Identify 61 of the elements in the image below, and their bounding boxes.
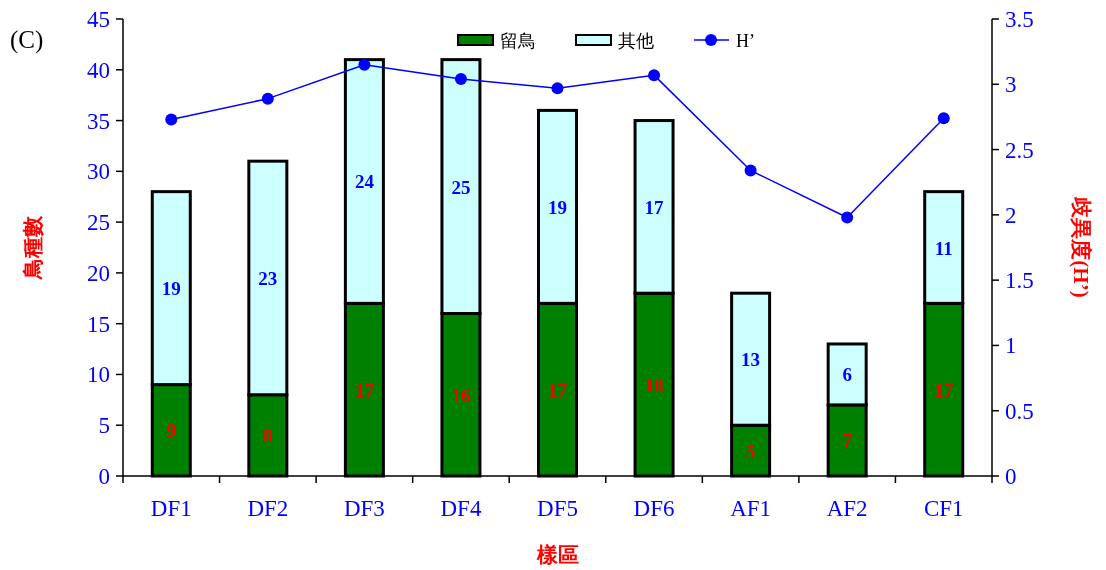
y-axis-title: 鳥種數 bbox=[21, 215, 45, 280]
y-tick-label: 40 bbox=[87, 57, 110, 83]
y2-tick-label: 0 bbox=[1005, 464, 1017, 489]
point bbox=[165, 113, 178, 126]
data-label: 8 bbox=[263, 425, 273, 447]
point bbox=[648, 69, 661, 82]
y-tick-label: 20 bbox=[87, 260, 110, 286]
data-label: 6 bbox=[842, 364, 852, 386]
legend-label: 留鳥 bbox=[500, 31, 536, 51]
point bbox=[261, 92, 274, 105]
data-label: 17 bbox=[548, 379, 568, 401]
data-label: 13 bbox=[741, 349, 761, 371]
data-label: 5 bbox=[745, 440, 756, 462]
legend-label: H’ bbox=[736, 31, 755, 51]
y-tick-label: 30 bbox=[87, 159, 110, 185]
y-tick-label: 10 bbox=[87, 362, 110, 388]
x-axis-title: 樣區 bbox=[535, 543, 579, 567]
point bbox=[937, 112, 950, 125]
point bbox=[744, 164, 757, 177]
data-label: 11 bbox=[934, 237, 953, 259]
y2-tick-label: 1.5 bbox=[1005, 268, 1034, 294]
point bbox=[551, 82, 564, 95]
data-label: 24 bbox=[354, 171, 375, 193]
data-label: 17 bbox=[354, 379, 375, 401]
x-tick-label: DF5 bbox=[537, 496, 578, 521]
point bbox=[841, 211, 854, 224]
y-tick-label: 15 bbox=[87, 311, 110, 337]
y2-tick-label: 0.5 bbox=[1005, 398, 1034, 424]
data-label: 9 bbox=[166, 420, 177, 442]
data-label: 18 bbox=[644, 374, 664, 396]
y-tick-label: 0 bbox=[98, 464, 110, 489]
x-tick-label: AF2 bbox=[826, 496, 868, 521]
x-tick-label: AF1 bbox=[730, 496, 772, 521]
y2-tick-label: 2 bbox=[1005, 202, 1017, 228]
data-label: 19 bbox=[161, 278, 181, 300]
x-tick-label: DF1 bbox=[150, 496, 192, 521]
data-label: 17 bbox=[644, 196, 665, 218]
x-tick-label: CF1 bbox=[923, 496, 964, 521]
point bbox=[454, 73, 467, 86]
y2-tick-label: 1 bbox=[1005, 333, 1017, 359]
y2-tick-label: 3.5 bbox=[1005, 7, 1034, 32]
data-label: 19 bbox=[548, 196, 567, 218]
x-tick-label: DF3 bbox=[343, 496, 385, 521]
y-tick-label: 35 bbox=[87, 108, 110, 134]
y2-axis-title: 歧異度(H’) bbox=[1069, 196, 1093, 298]
x-tick-label: DF2 bbox=[247, 496, 289, 521]
data-label: 16 bbox=[451, 384, 471, 406]
legend-label: 其他 bbox=[618, 31, 654, 51]
y-tick-label: 45 bbox=[87, 7, 110, 32]
x-tick-label: DF6 bbox=[633, 496, 675, 521]
data-label: 23 bbox=[258, 267, 278, 289]
text: (C) bbox=[10, 26, 44, 54]
y-tick-label: 25 bbox=[87, 210, 110, 236]
data-label: 17 bbox=[934, 379, 954, 401]
y2-tick-label: 2.5 bbox=[1005, 137, 1034, 163]
x-tick-label: DF4 bbox=[440, 496, 482, 521]
data-label: 7 bbox=[842, 430, 853, 452]
y-tick-label: 5 bbox=[98, 413, 110, 439]
data-label: 25 bbox=[451, 176, 471, 198]
point bbox=[358, 58, 371, 71]
y2-tick-label: 3 bbox=[1005, 72, 1017, 98]
